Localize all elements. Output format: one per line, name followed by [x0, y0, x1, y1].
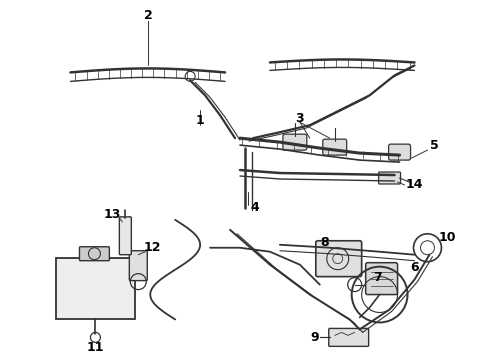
Text: 11: 11 — [87, 341, 104, 354]
Text: 13: 13 — [104, 208, 121, 221]
Text: 7: 7 — [373, 271, 382, 284]
FancyBboxPatch shape — [379, 172, 400, 184]
Text: 10: 10 — [439, 231, 456, 244]
FancyBboxPatch shape — [55, 258, 135, 319]
FancyBboxPatch shape — [79, 247, 109, 261]
Text: 3: 3 — [295, 112, 304, 125]
Text: 6: 6 — [410, 261, 419, 274]
FancyBboxPatch shape — [366, 263, 397, 294]
FancyBboxPatch shape — [323, 139, 347, 155]
Text: 1: 1 — [196, 114, 204, 127]
FancyBboxPatch shape — [283, 134, 307, 150]
Text: 4: 4 — [250, 201, 259, 215]
FancyBboxPatch shape — [120, 217, 131, 255]
Text: 2: 2 — [144, 9, 153, 22]
Text: 12: 12 — [144, 241, 161, 254]
FancyBboxPatch shape — [316, 241, 362, 276]
Text: 14: 14 — [406, 179, 423, 192]
Text: 5: 5 — [430, 139, 439, 152]
Text: 8: 8 — [320, 236, 329, 249]
FancyBboxPatch shape — [129, 251, 147, 280]
Text: 9: 9 — [311, 331, 319, 344]
FancyBboxPatch shape — [329, 328, 368, 346]
FancyBboxPatch shape — [389, 144, 411, 160]
